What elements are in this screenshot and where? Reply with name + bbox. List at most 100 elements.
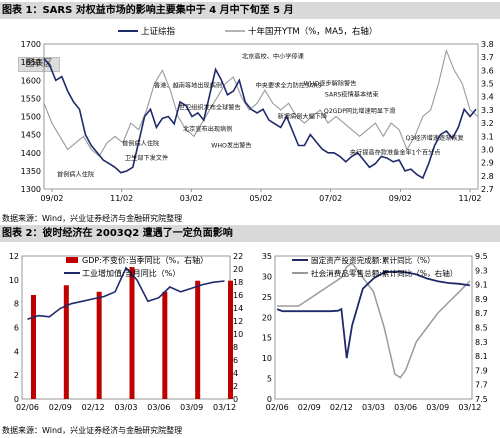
chart2-left-tick-label: 12 — [9, 252, 19, 261]
chart1-x-tick-label: 11/02 — [458, 194, 481, 203]
chart2-series-industry-line — [27, 266, 225, 320]
chart3-series-fai-line — [276, 270, 471, 359]
chart2-right-tick-label: 6 — [233, 356, 238, 365]
chart2-gdp-bar — [129, 267, 135, 399]
chart1-right-tick-label: 3.1 — [481, 132, 494, 141]
chart1-right-tick-label: 3.0 — [481, 145, 494, 154]
chart2-left-tick-label: 2 — [14, 371, 19, 380]
chart2-left-tick-label: 6 — [14, 324, 19, 333]
chart2-right-tick-label: 16 — [233, 291, 243, 300]
chart1-right-tick-label: 2.9 — [481, 159, 494, 168]
chart1-left-tick-label: 1600 — [21, 76, 41, 85]
chart1-annotation: WHO发出警告 — [211, 141, 251, 149]
chart3-right-tick-label: 9.5 — [475, 252, 488, 261]
chart3-left-tick-label: 25 — [262, 293, 272, 302]
chart2-right-tick-label: 12 — [233, 317, 243, 326]
chart1-legend-label-index: 上证综指 — [141, 26, 176, 37]
chart3-legend-label-retail: 社会消费品零售总额:累计同比（%，右轴） — [311, 268, 457, 278]
figure1-source: 数据来源：Wind，兴业证券经济与金融研究院整理 — [2, 214, 183, 223]
chart3-right-tick-label: 9.1 — [475, 281, 488, 290]
chart2-x-tick-label: 03/03 — [114, 403, 137, 412]
chart2-x-tick-label: 02/12 — [82, 403, 105, 412]
chart1-right-tick-label: 3.6 — [481, 66, 494, 75]
chart3-right-tick-label: 7.9 — [475, 366, 488, 375]
chart2-x-tick-label: 03/12 — [213, 403, 236, 412]
chart1-x-tick-label: 03/02 — [180, 194, 203, 203]
chart2-gdp-bar — [228, 280, 234, 399]
chart1-left-tick-label: 1300 — [21, 185, 41, 194]
chart1-annotation: 央行提高存款准备金率1个百分点 — [350, 149, 441, 157]
chart3-left-tick-label: 10 — [262, 354, 272, 363]
chart2-right-tick-label: 18 — [233, 278, 243, 287]
chart1-left-tick-label: 1550 — [21, 94, 41, 103]
chart3-left-tick-label: 30 — [262, 272, 272, 281]
chart2-legend-label-gdp: GDP:不变价:当季同比（%，右轴） — [82, 255, 208, 265]
figure2-title-bar: 图表 2：彼时经济在 2003Q2 遭遇了一定负面影响 — [0, 225, 500, 242]
chart1-right-tick-label: 3.4 — [481, 93, 494, 102]
chart3-right-tick-label: 8.3 — [475, 338, 488, 347]
chart2-gdp-bar — [30, 295, 36, 399]
chart1-right-tick-label: 2.7 — [481, 185, 494, 194]
chart2-left-tick-label: 10 — [9, 276, 19, 285]
chart1-left-tick-label: 1450 — [21, 131, 41, 140]
chart3-x-tick-label: 03/12 — [458, 403, 481, 412]
chart3-right-tick-label: 8.7 — [475, 309, 488, 318]
chart3-x-tick-label: 02/12 — [330, 403, 353, 412]
chart1-annotation: 香港、越南等地出现病例 — [154, 82, 222, 90]
figure2-source: 数据来源：Wind，兴业证券经济与金融研究院整理 — [2, 426, 183, 435]
chart1-x-tick-label: 07/02 — [319, 194, 342, 203]
chart1-x-tick-label: 05/02 — [249, 194, 272, 203]
chart1-left-tick-label: 1500 — [21, 113, 41, 122]
chart1-x-tick-label: 09/02 — [40, 194, 63, 203]
chart1-left-tick-label: 1700 — [21, 40, 41, 49]
chart3-right-tick-label: 9.3 — [475, 266, 488, 275]
chart2-gdp-bar — [162, 291, 168, 399]
chart3-right-tick-label: 7.7 — [475, 381, 488, 390]
chart3-plot-frame — [274, 255, 473, 400]
chart1-right-tick-label: 3.8 — [481, 40, 494, 49]
chart3-x-tick-label: 03/03 — [362, 403, 385, 412]
figure1-title-bar: 图表 1：SARS 对权益市场的影响主要集中于 4 月中下旬至 5 月 — [0, 2, 500, 19]
chart2-right-tick-label: 14 — [233, 304, 243, 313]
chart1-series-index-line — [43, 57, 477, 180]
chart2-left-tick-label: 8 — [14, 300, 19, 309]
chart3-x-tick-label: 02/09 — [298, 403, 321, 412]
chart3-right-tick-label: 7.5 — [475, 395, 488, 404]
chart3-left-tick-label: 5 — [267, 375, 272, 384]
chart1-right-tick-label: 2.8 — [481, 172, 494, 181]
chart-area-watermark: 图表区 — [18, 57, 60, 72]
chart1-annotation: 首例病人住院 — [122, 140, 159, 148]
chart3-left-tick-label: 20 — [262, 313, 272, 322]
chart1-annotation: 北京高校、中小学停课 — [242, 53, 305, 61]
chart2-right-tick-label: 4 — [233, 369, 238, 378]
chart1-annotation: WHO逐步解除警告 — [304, 80, 357, 88]
chart2-gdp-bar — [195, 280, 201, 399]
chart1-right-tick-label: 3.2 — [481, 119, 494, 128]
chart3-left-tick-label: 35 — [262, 252, 272, 261]
chart3-left-tick-label: 15 — [262, 334, 272, 343]
chart1-annotation: 首例病人住院 — [57, 170, 94, 178]
chart2-gdp-bar — [63, 285, 69, 399]
chart2-right-tick-label: 20 — [233, 265, 243, 274]
chart2-legend-label-industry: 工业增加值:当月同比（%） — [82, 268, 180, 278]
chart3-legend-label-fai: 固定资产投资完成额:累计同比（%） — [311, 255, 435, 265]
chart1-annotation: 北京宣布出现病例 — [183, 125, 233, 133]
chart3-x-tick-label: 03/06 — [394, 403, 417, 412]
figure2-title: 图表 2：彼时经济在 2003Q2 遭遇了一定负面影响 — [2, 228, 233, 239]
chart2-x-tick-label: 02/06 — [16, 403, 39, 412]
chart3-series-retail-line — [277, 262, 471, 379]
chart2-right-tick-label: 22 — [233, 252, 243, 261]
chart3-x-tick-label: 02/06 — [266, 403, 289, 412]
chart1-right-tick-label: 3.3 — [481, 106, 494, 115]
chart2-x-tick-label: 03/06 — [147, 403, 170, 412]
chart3-left-tick-label: 0 — [267, 395, 272, 404]
chart1-annotation: 世卫组织发布全球警告 — [179, 103, 241, 111]
chart2-right-tick-label: 0 — [233, 395, 238, 404]
chart2-right-tick-label: 2 — [233, 382, 238, 391]
chart2-left-tick-label: 0 — [14, 395, 19, 404]
chart2-right-tick-label: 10 — [233, 330, 243, 339]
chart1-annotation: 卫生部下发文件 — [125, 154, 168, 162]
chart1-left-tick-label: 1400 — [21, 149, 41, 158]
chart3-x-tick-label: 03/09 — [426, 403, 449, 412]
